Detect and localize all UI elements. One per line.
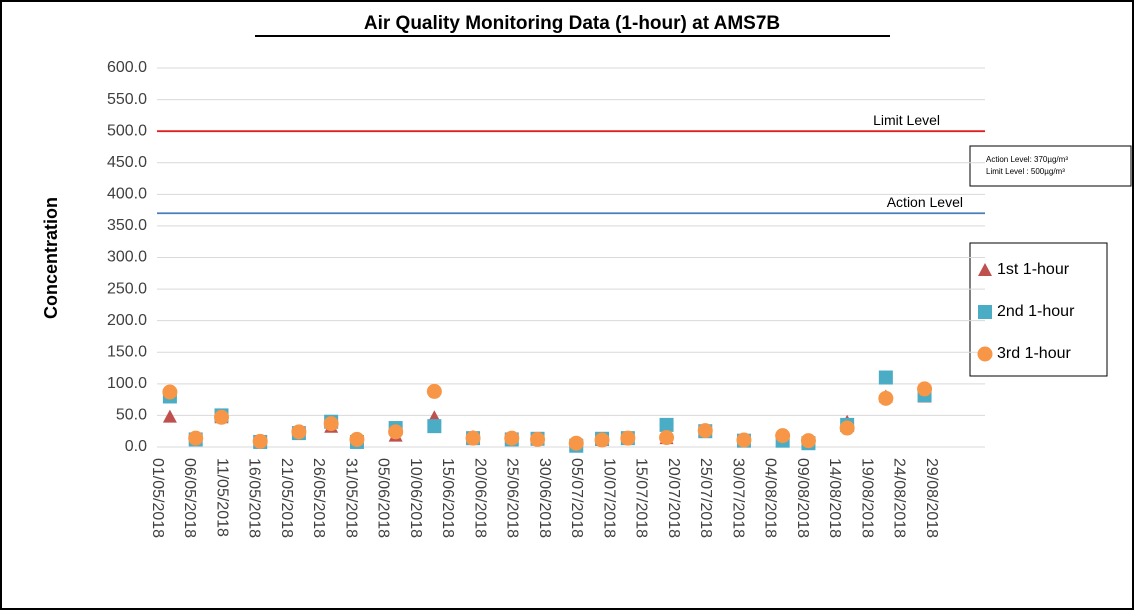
data-point [349,431,365,447]
data-point [162,409,177,423]
legend-marker [977,346,993,362]
data-point [917,381,933,397]
data-point [214,409,229,425]
y-tick-label: 550.0 [107,91,147,108]
y-tick-label: 0.0 [125,438,147,455]
y-tick-label: 50.0 [116,407,147,424]
data-point [568,435,584,451]
data-point [291,424,307,440]
legend-label: 2nd 1-hour [997,303,1075,320]
legend-label: 3rd 1-hour [997,345,1071,362]
x-tick-label: 19/08/2018 [858,458,875,538]
note-text: Limit Level : 500µg/m³ [986,167,1065,176]
reference-label: Action Level [887,194,963,210]
legend-label: 1st 1-hour [997,261,1070,278]
data-point [878,370,893,385]
x-tick-label: 21/05/2018 [278,458,295,538]
x-tick-label: 05/07/2018 [568,458,585,538]
data-point [839,420,855,436]
y-tick-label: 300.0 [107,249,147,266]
data-point [426,383,442,399]
x-tick-label: 10/07/2018 [600,458,617,538]
note-text: Action Level: 370µg/m³ [986,155,1068,164]
legend-marker [978,263,992,276]
y-tick-label: 250.0 [107,280,147,297]
data-point [323,416,339,432]
x-tick-label: 20/06/2018 [471,458,488,538]
note-box [969,145,1132,187]
y-tick-label: 500.0 [107,122,147,139]
x-tick-label: 06/05/2018 [181,458,198,538]
x-tick-label: 25/06/2018 [504,458,521,538]
data-point [388,424,404,440]
data-point [775,428,791,444]
x-tick-label: 16/05/2018 [246,458,263,538]
x-tick-label: 04/08/2018 [762,458,779,538]
y-tick-label: 600.0 [107,59,147,76]
x-tick-label: 31/05/2018 [342,458,359,538]
chart-title: Air Quality Monitoring Data (1-hour) at … [364,13,780,34]
x-tick-label: 20/07/2018 [665,458,682,538]
x-tick-label: 29/08/2018 [923,458,940,538]
x-tick-label: 01/05/2018 [149,458,166,538]
x-tick-label: 25/07/2018 [697,458,714,538]
legend-box [969,242,1108,377]
data-point [878,390,894,406]
x-tick-label: 30/06/2018 [536,458,553,538]
data-point [252,433,268,449]
y-axis-label: Concentration [41,197,61,319]
x-tick-label: 11/05/2018 [213,458,230,537]
y-tick-label: 350.0 [107,217,147,234]
y-tick-label: 450.0 [107,154,147,171]
data-point [427,419,442,434]
legend-marker [978,305,992,319]
data-point [162,384,178,400]
data-point [697,423,713,439]
x-tick-label: 30/07/2018 [729,458,746,538]
y-tick-label: 200.0 [107,312,147,329]
data-point [620,430,636,446]
x-tick-label: 09/08/2018 [794,458,811,538]
y-tick-label: 400.0 [107,186,147,203]
x-tick-label: 14/08/2018 [826,458,843,538]
x-tick-label: 26/05/2018 [310,458,327,538]
x-tick-label: 15/07/2018 [633,458,650,538]
data-point [530,431,546,447]
x-tick-label: 24/08/2018 [891,458,908,538]
data-point [504,430,520,446]
data-point [659,430,675,446]
data-point [736,432,752,448]
data-point [188,430,204,446]
data-point [659,417,674,432]
x-tick-label: 10/06/2018 [407,458,424,538]
data-point [594,432,610,448]
y-tick-label: 150.0 [107,343,147,360]
y-tick-label: 100.0 [107,375,147,392]
reference-label: Limit Level [873,112,940,128]
data-point [800,433,816,449]
x-tick-label: 05/06/2018 [375,458,392,538]
data-point [465,430,481,446]
x-tick-label: 15/06/2018 [439,458,456,538]
